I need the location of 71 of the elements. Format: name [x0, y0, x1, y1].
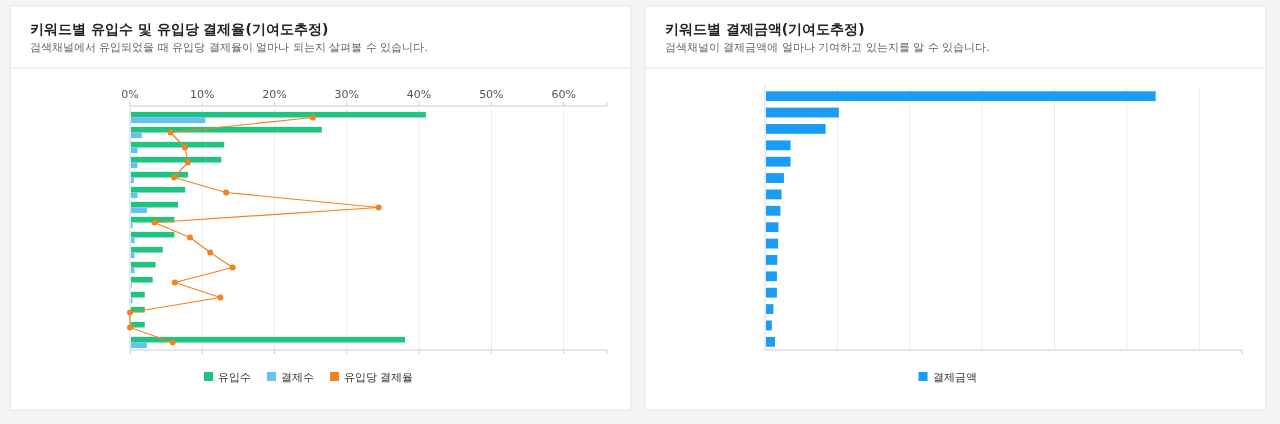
bar — [131, 177, 134, 184]
bar — [131, 111, 426, 118]
chart-subtitle: 검색채널에서 유입되었을 때 유입당 결제율이 얼마나 되는지 살펴볼 수 있습니다. — [30, 41, 428, 54]
legend-label: 유입수 — [218, 371, 251, 384]
point — [127, 309, 133, 316]
x-tick-label: 40% — [406, 88, 432, 101]
x-tick-label: 0% — [121, 88, 139, 101]
bar — [131, 171, 189, 178]
bar — [766, 336, 775, 347]
bar — [766, 124, 826, 134]
bar — [131, 156, 222, 163]
bar — [766, 287, 777, 298]
point — [223, 189, 230, 196]
bar — [766, 156, 791, 167]
x-tick-label: 30% — [334, 88, 360, 101]
point — [207, 249, 214, 256]
legend-label: 결제금액 — [932, 371, 977, 384]
bar — [766, 222, 779, 233]
point — [217, 294, 224, 301]
bar — [766, 271, 777, 282]
bar — [131, 237, 135, 244]
x-tick-label: 60% — [551, 88, 576, 101]
bar — [131, 342, 147, 349]
bar — [766, 320, 772, 331]
x-tick-label: 20% — [262, 88, 287, 101]
bar — [766, 107, 839, 118]
bar — [131, 291, 145, 298]
point — [229, 264, 236, 271]
chart-title: 키워드별 결제금액(기여도추정) — [665, 21, 865, 37]
legend-label: 결제수 — [281, 371, 314, 384]
bar — [766, 255, 778, 265]
bar — [131, 162, 138, 169]
point — [181, 144, 188, 151]
chart-title: 키워드별 유입수 및 유입당 결제율(기여도추정) — [30, 21, 329, 37]
bar — [131, 321, 145, 328]
bar — [766, 205, 781, 216]
bar — [131, 267, 135, 274]
x-tick-label: 10% — [190, 88, 215, 101]
x-tick-label: 50% — [479, 88, 504, 101]
bar — [766, 91, 1156, 102]
legend-label: 유입당 결제율 — [344, 371, 414, 384]
bar — [131, 192, 138, 199]
bar — [766, 189, 782, 200]
point — [127, 324, 133, 331]
bar — [131, 132, 142, 139]
bar — [131, 207, 147, 214]
point — [171, 174, 178, 181]
bar — [131, 147, 138, 154]
bar — [131, 186, 186, 193]
point — [184, 159, 191, 166]
bar — [131, 252, 135, 259]
bar — [131, 246, 163, 253]
bar — [766, 140, 791, 151]
point — [169, 339, 176, 346]
bar — [131, 276, 153, 283]
point — [167, 129, 174, 136]
point — [375, 204, 382, 211]
bar — [131, 336, 405, 343]
point — [151, 219, 158, 226]
chart-subtitle: 검색채널이 결제금액에 얼마나 기여하고 있는지를 알 수 있습니다. — [665, 41, 990, 54]
bar — [766, 173, 784, 183]
bar — [131, 141, 225, 148]
bar — [131, 201, 178, 208]
bar — [131, 261, 156, 268]
bar — [766, 304, 774, 314]
bar — [131, 126, 322, 133]
point — [171, 279, 178, 286]
bar — [131, 231, 175, 238]
point — [186, 234, 193, 241]
bar — [766, 238, 779, 249]
point — [309, 114, 316, 121]
